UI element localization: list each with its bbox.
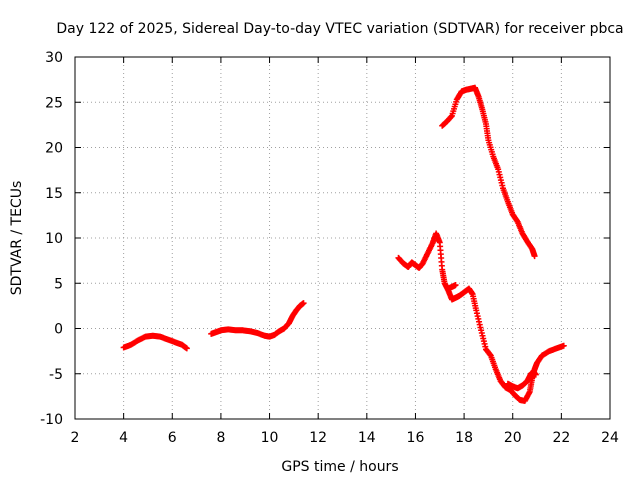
chart-title: Day 122 of 2025, Sidereal Day-to-day VTE… — [56, 21, 623, 37]
data-point — [452, 282, 459, 289]
series-arc-3 — [439, 84, 538, 260]
y-tick-label: -5 — [49, 367, 63, 383]
x-tick-label: 18 — [455, 430, 473, 446]
x-tick-label: 14 — [358, 430, 376, 446]
x-tick-label: 16 — [407, 430, 425, 446]
series-arc-4c — [445, 282, 459, 292]
y-tick-label: 10 — [45, 231, 63, 247]
data-point — [560, 342, 567, 349]
series-arc-1 — [120, 332, 190, 352]
data-point — [300, 300, 307, 307]
grid-lines — [75, 57, 610, 419]
x-tick-label: 22 — [552, 430, 570, 446]
x-tick-label: 4 — [119, 430, 128, 446]
x-tick-label: 8 — [216, 430, 225, 446]
data-point — [532, 371, 539, 378]
y-tick-label: 30 — [45, 50, 63, 66]
y-tick-label: -10 — [40, 412, 63, 428]
x-tick-label: 10 — [261, 430, 279, 446]
x-tick-label: 2 — [71, 430, 80, 446]
x-axis-label: GPS time / hours — [281, 459, 398, 475]
data-point — [531, 253, 538, 260]
y-axis: -10 -5 0 5 10 15 20 25 30 — [40, 50, 610, 428]
y-tick-label: 0 — [54, 322, 63, 338]
x-tick-label: 6 — [168, 430, 177, 446]
x-tick-label: 20 — [504, 430, 522, 446]
x-tick-label: 24 — [601, 430, 619, 446]
data-point — [183, 345, 190, 352]
series-arc-4b — [504, 368, 539, 392]
y-tick-label: 20 — [45, 141, 63, 157]
data-marks — [120, 84, 567, 404]
x-tick-label: 12 — [309, 430, 327, 446]
y-axis-label: SDTVAR / TECUs — [9, 181, 25, 296]
x-axis: 2 4 6 8 10 12 14 16 18 20 22 24 — [71, 57, 619, 446]
y-tick-label: 15 — [45, 186, 63, 202]
y-tick-label: 25 — [45, 95, 63, 111]
y-tick-label: 5 — [54, 276, 63, 292]
series-arc-4 — [395, 230, 567, 404]
series-arc-2 — [208, 300, 307, 340]
